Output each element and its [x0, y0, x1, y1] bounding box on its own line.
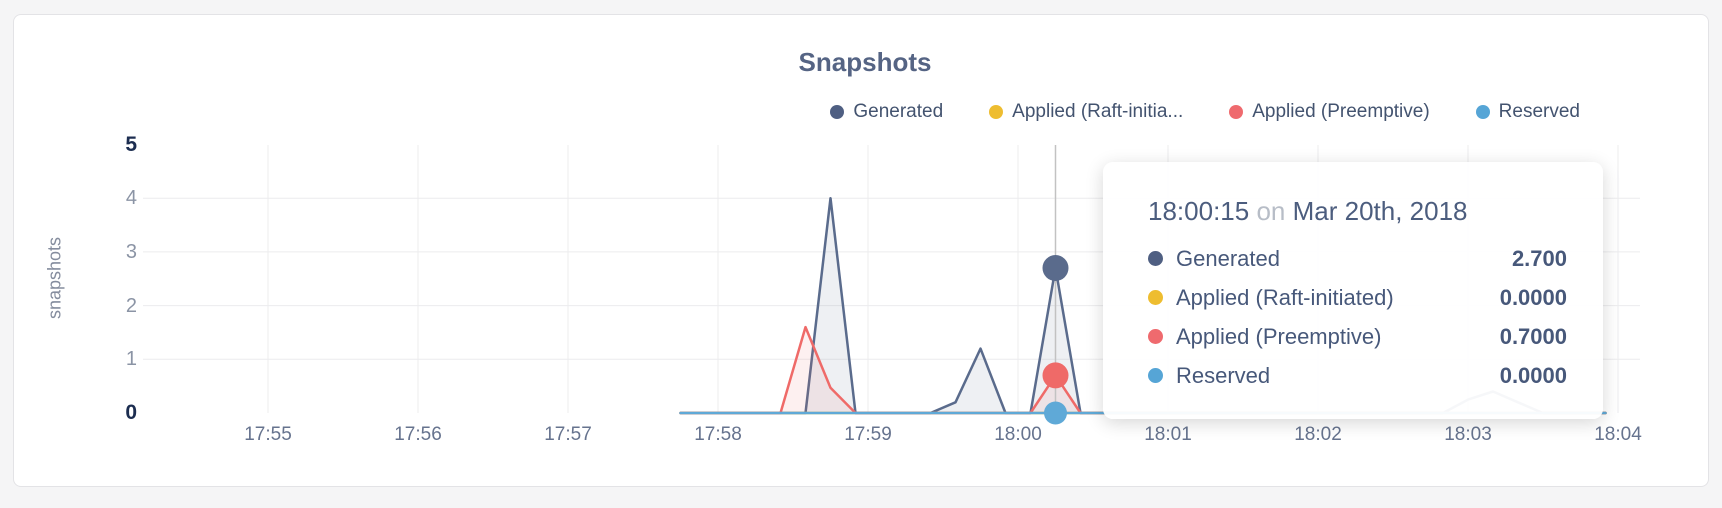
chart-legend: Generated Applied (Raft-initia... Applied … [830, 101, 1580, 123]
tooltip-series-value: 0.0000 [1499, 284, 1567, 310]
x-tick-17-55: 17:55 [244, 424, 292, 445]
legend-dot-applied-raft-initia [989, 105, 1004, 119]
y-tick-0: 0 [125, 401, 137, 424]
tooltip-series-value: 2.700 [1511, 245, 1567, 271]
tooltip-series-label: Generated [1176, 245, 1280, 271]
legend-dot-applied-preemptive [1229, 105, 1244, 119]
x-tick-18-01: 18:01 [1144, 424, 1192, 445]
y-tick-1: 1 [125, 348, 137, 371]
tooltip-on-word: on [1256, 196, 1286, 226]
tooltip-dot-applied-preemptive [1148, 329, 1163, 344]
hover-dot-reserved [1044, 401, 1067, 425]
legend-dot-reserved [1475, 105, 1490, 119]
tooltip-date: Mar 20th, 2018 [1292, 196, 1468, 226]
tooltip-dot-generated [1148, 251, 1163, 266]
legend-item-applied-preemptive[interactable]: Applied (Preemptive) [1229, 101, 1430, 123]
tooltip-dot-reserved [1148, 368, 1163, 383]
legend-item-generated[interactable]: Generated [830, 101, 943, 123]
legend-dot-generated [830, 105, 845, 119]
y-tick-5: 5 [125, 132, 137, 156]
x-tick-18-00: 18:00 [994, 424, 1042, 445]
x-tick-17-59: 17:59 [844, 424, 892, 445]
chart-title: Snapshots [798, 47, 932, 77]
tooltip-dot-applied-raft-initiated [1148, 290, 1163, 305]
y-tick-2: 2 [125, 294, 137, 317]
x-tick-17-56: 17:56 [394, 424, 442, 445]
chart-tooltip: 18:00:15 on Mar 20th, 2018 Generated 2.70… [1103, 162, 1603, 419]
tooltip-row-applied-preemptive: Applied (Preemptive) 0.7000 [1148, 317, 1567, 356]
tooltip-time: 18:00:15 [1148, 196, 1250, 226]
tooltip-series-value: 0.7000 [1499, 323, 1567, 349]
y-tick-4: 4 [125, 187, 137, 210]
tooltip-row-reserved: Reserved 0.0000 [1148, 356, 1567, 395]
y-tick-3: 3 [125, 240, 137, 263]
tooltip-rows: Generated 2.700 Applied (Raft-initiated) 0.… [1148, 239, 1567, 395]
tooltip-series-label: Applied (Preemptive) [1176, 323, 1382, 349]
tooltip-series-label: Reserved [1176, 362, 1271, 388]
x-tick-18-03: 18:03 [1444, 424, 1492, 445]
x-tick-18-02: 18:02 [1294, 424, 1342, 445]
tooltip-title: 18:00:15 on Mar 20th, 2018 [1148, 196, 1567, 227]
legend-label: Generated [853, 101, 944, 122]
hover-dot-applied-preemptive [1042, 362, 1069, 389]
tooltip-series-value: 0.0000 [1499, 362, 1567, 388]
x-tick-17-58: 17:58 [694, 424, 742, 445]
tooltip-series-label: Applied (Raft-initiated) [1176, 284, 1394, 310]
tooltip-row-generated: Generated 2.700 [1148, 239, 1567, 278]
x-tick-18-04: 18:04 [1594, 424, 1642, 445]
legend-label: Reserved [1498, 101, 1580, 122]
legend-item-applied-raft-initia[interactable]: Applied (Raft-initia... [989, 101, 1183, 123]
tooltip-row-applied-raft-initiated: Applied (Raft-initiated) 0.0000 [1148, 278, 1567, 317]
legend-label: Applied (Raft-initia... [1012, 101, 1184, 122]
legend-label: Applied (Preemptive) [1252, 101, 1430, 122]
legend-item-reserved[interactable]: Reserved [1475, 101, 1580, 123]
hover-dot-generated [1042, 255, 1069, 282]
x-tick-17-57: 17:57 [544, 424, 592, 445]
